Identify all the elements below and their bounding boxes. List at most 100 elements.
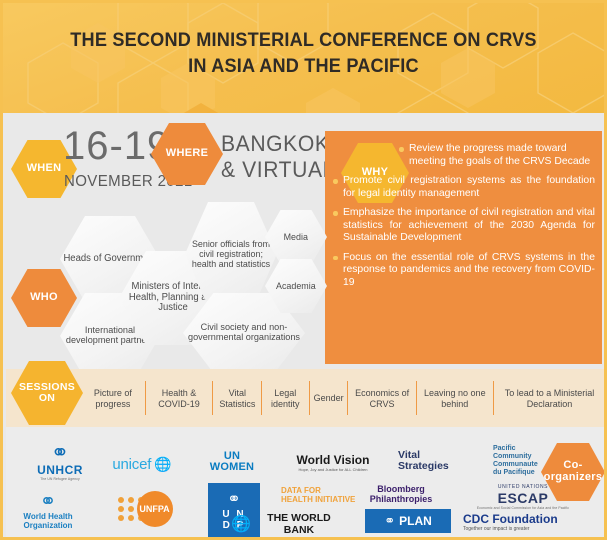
session-item: Picture of progress (81, 381, 145, 415)
session-label: Vital Statistics (219, 386, 256, 410)
logo-unfpa: UNFPA (99, 489, 191, 529)
logo-plan-international: ⚭ PLAN (365, 509, 451, 533)
data-line-2: HEALTH INITIATIVE (281, 495, 356, 504)
title-line-2: IN ASIA AND THE PACIFIC (188, 55, 419, 77)
header-hexagon-pattern (27, 3, 604, 113)
who-line-2: Organization (23, 521, 73, 530)
pacific-line-2: Community (493, 453, 532, 460)
who-group-hexagon: Academia (265, 259, 327, 313)
unhcr-name: UNHCR (37, 463, 83, 477)
who-emblem-icon: ⚭ (39, 491, 57, 513)
why-points-list: Review the progress made toward meeting … (333, 143, 595, 296)
escap-tagline: Economic and Social Commission for Asia … (476, 506, 570, 510)
session-item: Health & COVID-19 (144, 381, 212, 415)
bloomberg-line-1: Bloomberg (377, 484, 425, 494)
cdc-tagline: Together our impact is greater (463, 526, 530, 532)
session-item: Economics of CRVS (347, 381, 416, 415)
why-badge-label: WHY (361, 166, 389, 179)
location-city: BANGKOK (221, 131, 330, 156)
who-group-label: Media (283, 230, 309, 242)
logo-pacific-community: Pacific Community Communaute du Pacifiqu… (493, 441, 589, 481)
who-group-hexagon: Media (265, 210, 327, 264)
plan-name: PLAN (399, 514, 432, 528)
logo-world-bank: 🌐 THE WORLD BANK (231, 511, 343, 537)
coorganizers-logo-area (6, 427, 604, 537)
logo-cdc-foundation: CDC Foundation Together our impact is gr… (463, 509, 593, 535)
where-badge-label: WHERE (165, 147, 209, 160)
who-group-label: International development partners (65, 324, 155, 346)
who-group-label: Academia (276, 279, 316, 291)
who-badge-label: WHO (30, 291, 58, 304)
sessions-band (6, 369, 604, 427)
who-line-1: World Health (23, 512, 73, 521)
worldvision-tagline: Hope, Joy and Justice for ALL Children (298, 466, 368, 472)
data-line-1: DATA FOR (281, 486, 321, 495)
who-group-hexagon: Civil society and non-governmental organ… (183, 293, 305, 373)
why-point: Emphasize the importance of civil regist… (333, 207, 595, 245)
session-label: Picture of progress (93, 386, 132, 410)
vital-line-2: Strategies (398, 460, 449, 472)
logo-undp: ⚭ U N D P (208, 483, 260, 537)
worldvision-name: World Vision (296, 452, 370, 467)
who-badge: WHO (11, 269, 77, 327)
why-point: Review the progress made toward meeting … (399, 143, 599, 168)
unicef-globe-icon: 🌐 (154, 455, 172, 472)
undp-emblem-icon: ⚭ (227, 491, 241, 508)
sessions-badge-label: SESSIONS ON (18, 380, 76, 404)
page-title: THE SECOND MINISTERIAL CONFERENCE ON CRV… (24, 27, 583, 79)
undp-line-2: D P (222, 520, 246, 531)
logo-bloomberg-philanthropies: Bloomberg Philanthropies (358, 481, 444, 507)
plan-emblem-icon: ⚭ (384, 513, 396, 528)
who-group-label: Ministers of Interior, Health, Planning … (128, 280, 218, 314)
logo-un-women: UN WOMEN (193, 446, 271, 478)
session-item: Vital Statistics (211, 381, 262, 415)
unhcr-emblem-icon: ⚭ (50, 440, 70, 465)
logo-data-for-health: DATA FOR HEALTH INITIATIVE (281, 483, 391, 507)
poster-header: THE SECOND MINISTERIAL CONFERENCE ON CRV… (3, 3, 604, 113)
conference-month-year: NOVEMBER 2021 (64, 173, 193, 190)
logo-unhcr: ⚭ UNHCR The UN Refugee Agency (25, 439, 95, 485)
pacific-line-4: du Pacifique (493, 469, 535, 476)
unwomen-line-1: UN (223, 450, 241, 462)
conference-dates: 16-19 (63, 124, 171, 168)
when-badge-label: WHEN (26, 162, 62, 175)
unwomen-line-2: WOMEN (209, 461, 255, 473)
why-badge: WHY (341, 143, 409, 203)
pacific-line-1: Pacific (493, 445, 516, 452)
session-label: Economics of CRVS (355, 386, 410, 410)
session-label: Legal identity (271, 386, 300, 410)
undp-line-1: U N (222, 509, 246, 520)
session-item: Legal identity (261, 381, 309, 415)
session-label: Leaving no one behind (424, 386, 486, 410)
why-point: Focus on the essential role of CRVS syst… (333, 252, 595, 290)
worldbank-globe-icon: 🌐 (231, 516, 251, 533)
session-label: Gender (313, 392, 344, 404)
pacific-line-3: Communaute (493, 461, 538, 468)
worldbank-name: THE WORLD BANK (267, 512, 331, 536)
title-line-1: THE SECOND MINISTERIAL CONFERENCE ON CRV… (70, 29, 537, 51)
vital-line-1: Vital (398, 449, 420, 461)
why-point: Promote civil registration systems as th… (333, 175, 595, 200)
logo-escap: UNITED NATIONS ESCAP Economic and Social… (471, 481, 575, 513)
logo-world-vision: World Vision Hope, Joy and Justice for A… (281, 447, 385, 477)
session-item: Leaving no one behind (416, 381, 493, 415)
session-label: Health & COVID-19 (157, 386, 200, 410)
sessions-list: Picture of progress Health & COVID-19 Vi… (81, 369, 604, 427)
session-label: To lead to a Ministerial Declaration (504, 386, 595, 410)
who-group-label: Senior officials from civil registration… (191, 237, 271, 270)
session-item: To lead to a Ministerial Declaration (492, 381, 604, 415)
when-badge: WHEN (11, 140, 77, 198)
logo-vital-strategies: Vital Strategies (398, 445, 486, 477)
cdc-name: CDC Foundation (463, 512, 558, 526)
logo-world-health-organization: ⚭ World Health Organization (11, 487, 85, 535)
unicef-name: unicef (112, 455, 152, 473)
who-group-label: Civil society and non-governmental organ… (188, 321, 300, 343)
who-group-label: Heads of Government (63, 252, 157, 264)
coorganizers-badge-label: Co-organizers (543, 459, 603, 483)
bloomberg-line-2: Philanthropies (369, 494, 433, 504)
escap-top-line: UNITED NATIONS (497, 484, 549, 490)
unfpa-name: UNFPA (136, 491, 173, 527)
escap-name: ESCAP (497, 490, 549, 506)
session-item: Gender (308, 381, 347, 415)
